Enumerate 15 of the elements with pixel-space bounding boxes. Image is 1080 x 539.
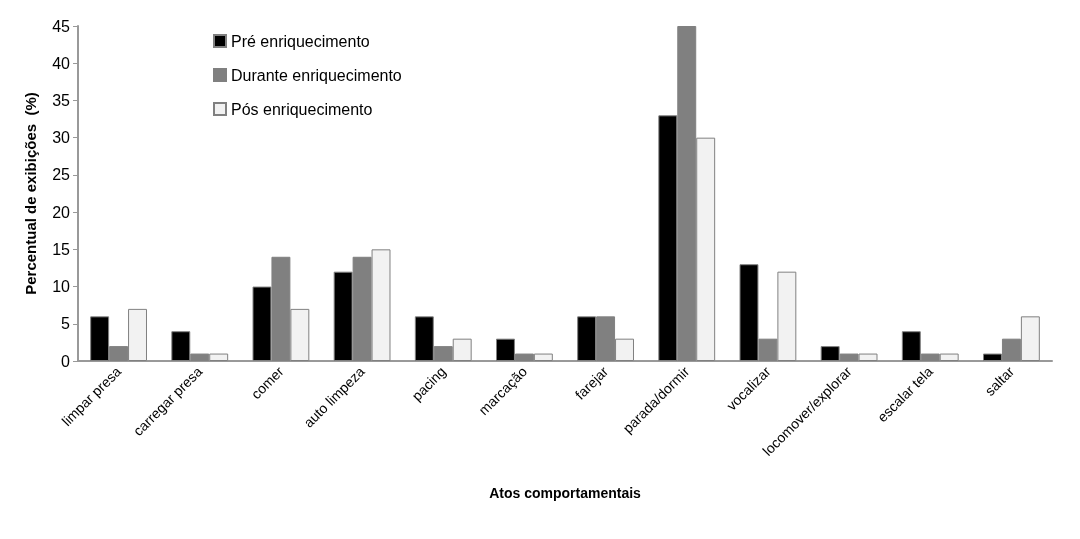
y-tick-label: 35 — [52, 91, 71, 109]
y-tick-label: 0 — [61, 352, 71, 370]
x-axis-title: Atos comportamentais — [489, 485, 642, 501]
legend-label: Pré enriquecimento — [231, 32, 370, 50]
y-tick-label: 25 — [52, 166, 71, 184]
y-tick-label: 40 — [52, 54, 71, 72]
legend-label: Pós enriquecimento — [231, 100, 373, 118]
legend-label: Durante enriquecimento — [231, 66, 402, 84]
y-tick-label: 5 — [61, 315, 71, 333]
y-tick-label: 20 — [52, 203, 71, 221]
y-axis-title: Percentual de exibições (%) — [22, 92, 39, 295]
y-tick-label: 15 — [52, 240, 71, 258]
y-tick-label: 45 — [52, 17, 71, 35]
y-tick-label: 30 — [52, 129, 71, 147]
y-tick-label: 10 — [52, 278, 71, 296]
